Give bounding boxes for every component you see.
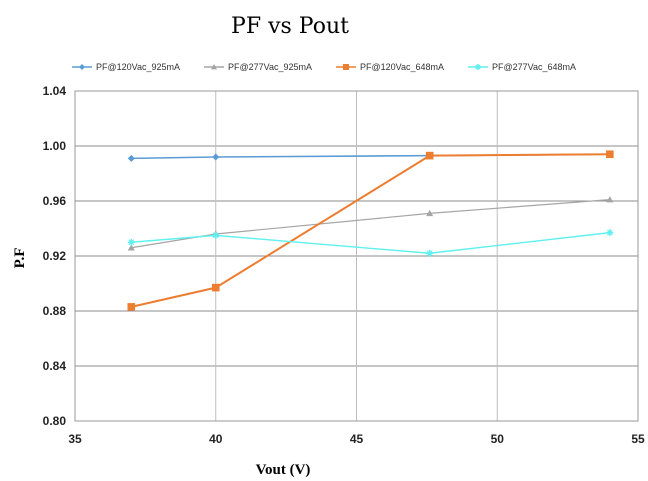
legend-label: PF@120Vac_925mA (96, 62, 180, 72)
plot-border (74, 90, 639, 422)
series-pf-277vac-648ma (127, 229, 614, 257)
data-point-triangle (426, 209, 434, 217)
x-tick-label: 55 (631, 432, 645, 446)
x-tick-label: 45 (350, 432, 364, 446)
series-layer (127, 150, 614, 311)
y-tick-label: 0.80 (43, 414, 67, 428)
y-tick-label: 0.84 (43, 359, 67, 373)
tick-labels: 0.80 0.84 0.88 0.92 0.96 1.00 1.04 35 40 45 50 55 (43, 84, 645, 446)
data-point-triangle (127, 244, 135, 251)
x-axis-title: Vout (V) (256, 462, 311, 478)
series-line (131, 231, 610, 254)
data-point-square (606, 150, 614, 159)
y-axis-title: P.F (12, 248, 28, 269)
data-point-square (127, 303, 136, 311)
data-point-triangle (606, 196, 614, 203)
data-point-star (606, 229, 614, 237)
legend: PF@120Vac_925mA PF@277Vac_925mA PF@120Vac_… (72, 62, 576, 72)
data-point-square (211, 283, 220, 292)
legend-label: PF@277Vac_648mA (492, 62, 576, 72)
series-pf-120vac-925ma (127, 150, 614, 162)
data-point-square (425, 151, 434, 160)
x-tick-label: 40 (209, 432, 223, 446)
legend-item: PF@120Vac_925mA (72, 62, 180, 72)
legend-item: PF@120Vac_648mA (336, 62, 444, 72)
data-point-star (426, 249, 434, 257)
series-line (131, 153, 610, 308)
star-stroke (426, 250, 433, 257)
grid (74, 90, 639, 422)
series-line (131, 199, 610, 249)
data-point-diamond (127, 154, 135, 162)
data-point-triangle (211, 64, 217, 70)
legend-item: PF@277Vac_925mA (204, 62, 312, 72)
star-stroke (128, 239, 135, 246)
star-stroke (606, 229, 613, 236)
x-tick-label: 50 (491, 432, 505, 446)
data-point-star (127, 238, 135, 246)
chart-title: PF vs Pout (231, 14, 349, 39)
y-tick-label: 1.00 (43, 139, 67, 153)
data-point-star (212, 231, 220, 239)
y-tick-label: 0.92 (43, 249, 67, 263)
data-point-diamond (79, 64, 85, 70)
data-point-star (475, 64, 481, 70)
data-point-diamond (212, 153, 220, 161)
legend-item: PF@277Vac_648mA (468, 62, 576, 72)
data-point-square (343, 64, 349, 70)
y-tick-label: 0.88 (43, 304, 67, 318)
series-pf-120vac-648ma (127, 150, 614, 311)
star-stroke (212, 232, 219, 239)
y-tick-label: 0.96 (43, 194, 67, 208)
y-tick-label: 1.04 (43, 84, 67, 98)
star-stroke (475, 64, 481, 70)
x-tick-label: 35 (68, 432, 82, 446)
legend-label: PF@277Vac_925mA (228, 62, 312, 72)
legend-label: PF@120Vac_648mA (360, 62, 444, 72)
series-pf-277vac-925ma (127, 196, 614, 251)
